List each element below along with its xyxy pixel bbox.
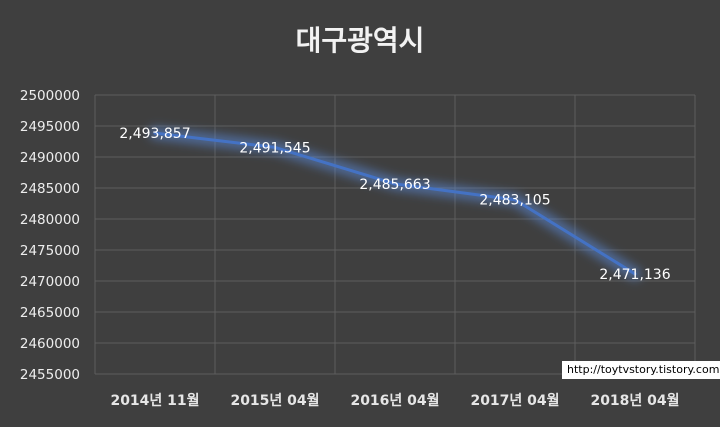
x-tick-label: 2015년 04월 bbox=[230, 392, 319, 409]
y-tick-label: 2480000 bbox=[20, 212, 80, 228]
y-tick-label: 2470000 bbox=[20, 274, 80, 290]
y-tick-label: 2485000 bbox=[20, 181, 80, 197]
y-tick-label: 2475000 bbox=[20, 243, 80, 259]
series-line bbox=[153, 131, 637, 276]
data-labels: 2,493,857 2,491,545 2,485,663 2,483,105 2,47… bbox=[119, 126, 670, 283]
data-label: 2,471,136 bbox=[599, 267, 670, 283]
watermark-url: http://toytvstory.tistory.com bbox=[562, 361, 720, 379]
data-label: 2,493,857 bbox=[119, 126, 190, 142]
x-axis-ticks: 2014년 11월 2015년 04월 2016년 04월 2017년 04월 2018… bbox=[110, 392, 679, 409]
series-line-glow bbox=[149, 127, 641, 280]
x-tick-label: 2017년 04월 bbox=[470, 392, 559, 409]
data-label: 2,483,105 bbox=[479, 193, 550, 209]
chart-title: 대구광역시 bbox=[296, 24, 425, 57]
x-tick-label: 2016년 04월 bbox=[350, 392, 439, 409]
y-tick-label: 2460000 bbox=[20, 336, 80, 352]
y-tick-label: 2465000 bbox=[20, 305, 80, 321]
data-label: 2,491,545 bbox=[239, 140, 310, 156]
y-tick-label: 2500000 bbox=[20, 88, 80, 104]
y-tick-label: 2495000 bbox=[20, 119, 80, 135]
y-tick-label: 2455000 bbox=[20, 367, 80, 383]
series-line-group bbox=[149, 127, 641, 280]
y-axis-ticks: 2455000 2460000 2465000 2470000 2475000 24800… bbox=[20, 88, 80, 383]
x-tick-label: 2018년 04월 bbox=[590, 392, 679, 409]
data-label: 2,485,663 bbox=[359, 177, 430, 193]
x-tick-label: 2014년 11월 bbox=[110, 392, 199, 409]
y-tick-label: 2490000 bbox=[20, 150, 80, 166]
